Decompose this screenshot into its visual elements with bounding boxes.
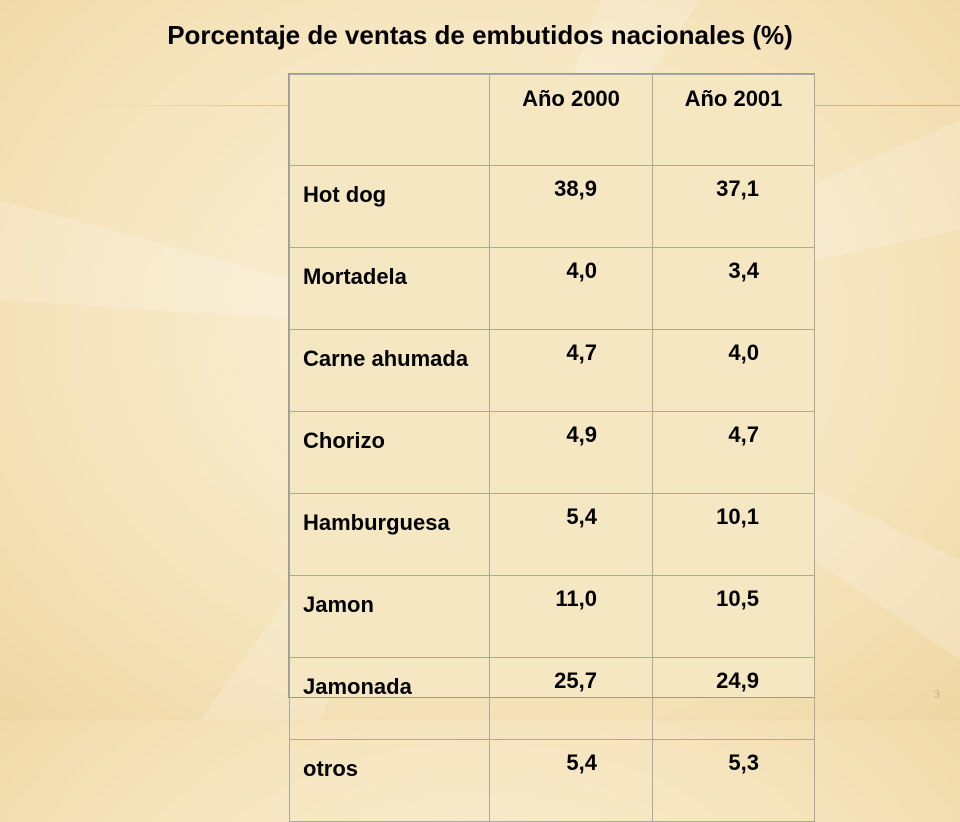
table-row: otros 5,4 5,3 [289,739,815,822]
value-2001: 10,5 [652,575,815,658]
product-name: otros [289,739,490,822]
value-2000: 4,0 [489,247,653,330]
slide-title: Porcentaje de ventas de embutidos nacion… [167,20,793,50]
table-row: Chorizo 4,9 4,7 [289,411,815,494]
product-name: Chorizo [289,411,490,494]
value-2001: 10,1 [652,493,815,576]
value-2000: 5,4 [489,493,653,576]
product-name: Carne ahumada [289,329,490,412]
value-2000: 11,0 [489,575,653,658]
value-2000: 4,9 [489,411,653,494]
table-row: Mortadela 4,0 3,4 [289,247,815,330]
product-name: Hot dog [289,165,490,248]
value-2000: 25,7 [489,657,653,740]
sales-table: Año 2000 Año 2001 Hot dog 38,9 37,1 Mort… [288,73,815,822]
product-name: Hamburguesa [289,493,490,576]
table-row: Jamonada 25,7 24,9 [289,657,815,740]
product-name: Jamonada [289,657,490,740]
value-2001: 5,3 [652,739,815,822]
header-year-2000: Año 2000 [489,74,653,166]
value-2000: 38,9 [489,165,653,248]
page-number: 3 [934,687,940,701]
value-2001: 4,7 [652,411,815,494]
product-name: Mortadela [289,247,490,330]
table-row: Hamburguesa 5,4 10,1 [289,493,815,576]
table-header-row: Año 2000 Año 2001 [289,74,815,166]
header-year-2001: Año 2001 [652,74,815,166]
header-empty-cell [289,74,490,166]
value-2001: 24,9 [652,657,815,740]
value-2001: 3,4 [652,247,815,330]
table-row: Jamon 11,0 10,5 [289,575,815,658]
value-2000: 4,7 [489,329,653,412]
table-row: Carne ahumada 4,7 4,0 [289,329,815,412]
table-row: Hot dog 38,9 37,1 [289,165,815,248]
value-2000: 5,4 [489,739,653,822]
value-2001: 4,0 [652,329,815,412]
product-name: Jamon [289,575,490,658]
value-2001: 37,1 [652,165,815,248]
